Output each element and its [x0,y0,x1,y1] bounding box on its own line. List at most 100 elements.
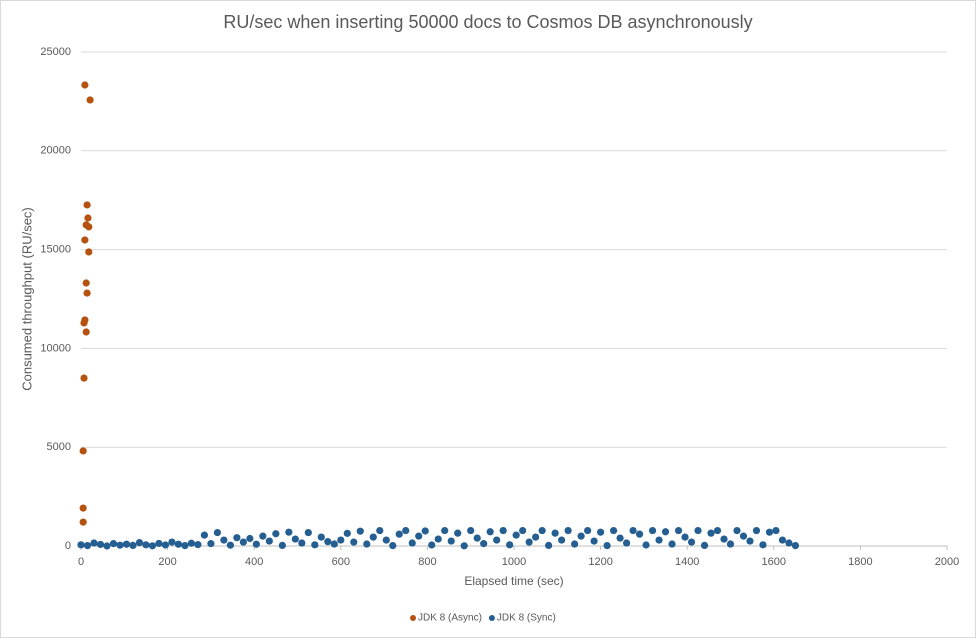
point [759,541,767,549]
x-tick-label: 600 [332,556,350,568]
point [661,528,670,536]
point [278,541,286,550]
point [155,539,163,548]
point [635,530,644,538]
point [519,526,527,535]
point [564,526,572,535]
y-tick-label: 15000 [40,244,71,256]
y-tick-label: 10000 [40,342,71,354]
point [480,540,488,548]
point [395,530,403,538]
point [356,527,364,535]
point [311,541,319,549]
point [551,529,559,537]
point [161,541,170,549]
point [772,526,780,535]
point [259,532,267,540]
point [558,536,566,544]
point [226,541,234,549]
point [681,533,689,541]
point [713,526,722,535]
point [194,541,202,549]
point [103,542,111,550]
point [272,530,280,538]
point [77,541,85,549]
point [460,542,468,550]
point [791,542,800,550]
point [207,540,215,548]
point [174,540,183,548]
point [122,540,131,548]
point [622,539,631,547]
point [369,533,377,541]
point [363,540,371,548]
point [694,526,702,535]
point [79,518,87,526]
point [674,526,683,535]
point [350,538,358,546]
point [382,536,390,544]
point [538,526,546,535]
y-axis-label: Consumed throughput (RU/sec) [19,207,34,391]
point [81,236,89,244]
x-tick-label: 0 [78,556,84,568]
point [428,541,436,549]
point [116,541,124,549]
x-tick-label: 1000 [502,556,526,568]
x-tick-label: 1400 [675,556,699,568]
point [239,538,247,546]
point [415,532,423,540]
point [402,526,410,535]
y-tick-label: 25000 [40,46,71,58]
point [330,540,338,548]
point [85,248,93,256]
point [486,528,494,536]
point [298,539,306,547]
point [577,532,585,540]
point [506,541,514,549]
chart-title: RU/sec when inserting 50000 docs to Cosm… [223,12,752,32]
point [532,533,540,541]
point [473,534,481,542]
point [246,534,254,543]
point [148,542,157,550]
point [512,531,520,539]
y-tick-label: 20000 [40,145,71,157]
point [597,528,605,536]
legend-label: JDK 8 (Async) [418,613,482,624]
point [584,526,592,535]
point [84,214,92,222]
point [304,528,312,537]
legend-marker [410,615,416,621]
x-tick-label: 400 [245,556,263,568]
point [81,81,89,89]
point [609,526,618,535]
point [80,374,88,382]
x-axis-label: Elapsed time (sec) [464,574,563,588]
point [778,536,787,544]
point [376,526,384,535]
point [317,533,325,541]
x-tick-label: 200 [158,556,176,568]
point [720,535,728,543]
point [82,279,90,287]
point [571,540,579,548]
point [687,538,696,546]
point [200,531,209,539]
point [525,538,533,546]
y-tick-label: 5000 [47,441,71,453]
point [648,526,657,535]
point [265,537,273,545]
point [83,201,91,209]
point [233,534,241,542]
point [90,539,98,547]
x-tick-label: 2000 [935,556,959,568]
point [168,538,176,546]
point [80,319,88,327]
point [746,537,754,545]
point [441,526,449,535]
point [616,534,624,542]
point [220,536,228,544]
point [109,540,118,548]
